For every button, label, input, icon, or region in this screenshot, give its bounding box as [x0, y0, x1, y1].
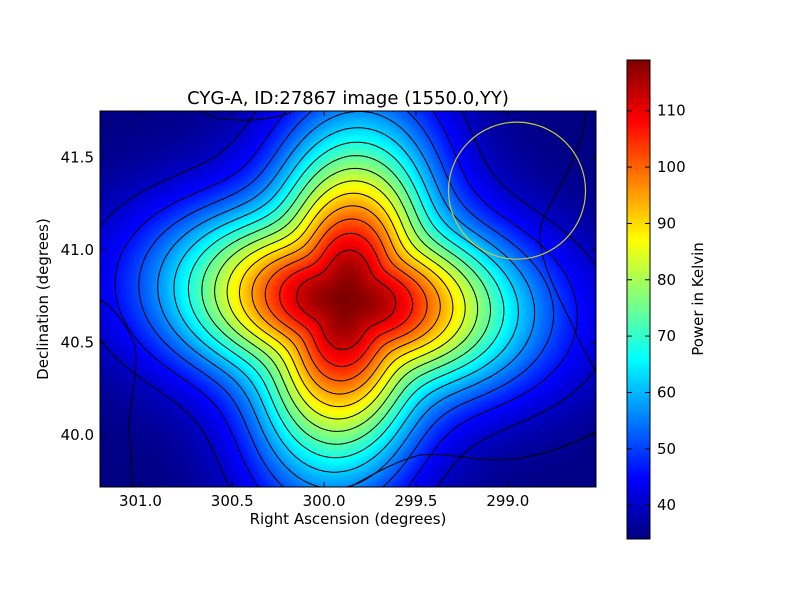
- colorbar-tick-label: 70: [657, 327, 676, 345]
- colorbar-frame: [626, 59, 651, 540]
- y-tick-label: 40.5: [61, 334, 94, 352]
- outer-contour-1: [99, 299, 137, 488]
- x-tick-label: 301.0: [119, 492, 162, 510]
- colorbar-tick-label: 80: [657, 271, 676, 289]
- contour-level-9: [239, 192, 454, 408]
- x-tick-label: 300.5: [211, 492, 254, 510]
- x-tick-label: 300.0: [303, 492, 346, 510]
- outer-contour-0: [199, 110, 293, 121]
- beam-circle: [447, 121, 587, 260]
- colorbar-tick-label: 50: [657, 440, 676, 458]
- contour-level-8: [226, 180, 466, 420]
- contour-level-12: [279, 232, 414, 367]
- x-tick-label: 299.0: [486, 492, 529, 510]
- contour-level-0: [99, 110, 597, 488]
- contour-level-5: [187, 141, 505, 459]
- heatmap-image: [100, 111, 596, 487]
- colorbar-ticks: 40 50 60 70 80 90 100 110: [627, 102, 686, 514]
- colorbar-gradient: [627, 60, 650, 539]
- heatmap-plot-area: [99, 110, 597, 488]
- colorbar-label: Power in Kelvin: [689, 242, 707, 356]
- y-tick-label: 41.5: [61, 148, 94, 166]
- colorbar-tick-label: 40: [657, 496, 676, 514]
- colorbar-tick-label: 100: [657, 158, 686, 176]
- colorbar-tick-label: 90: [657, 214, 676, 232]
- y-axis: 40.0 40.5 41.0 41.5: [61, 148, 596, 444]
- contour-level-13: [296, 249, 397, 350]
- contour-level-2: [138, 110, 555, 488]
- plot-frame: [99, 110, 597, 488]
- colorbar-tick-label: 110: [657, 102, 686, 120]
- y-axis-label: Declination (degrees): [34, 218, 52, 380]
- colorbar: 40 50 60 70 80 90 100 110 Power in Kelvin: [626, 59, 707, 540]
- x-axis: 301.0 300.5 300.0 299.5 299.0: [119, 111, 529, 510]
- outer-contour-2: [539, 110, 597, 373]
- outer-contour-3: [349, 431, 597, 488]
- x-axis-label: Right Ascension (degrees): [250, 510, 447, 528]
- contour-level-11: [264, 218, 428, 382]
- x-tick-label: 299.5: [394, 492, 437, 510]
- contour-level-6: [201, 155, 491, 445]
- contour-level-10: [251, 205, 441, 395]
- colorbar-tick-label: 60: [657, 383, 676, 401]
- y-tick-label: 40.0: [61, 426, 94, 444]
- chart-title: CYG-A, ID:27867 image (1550.0,YY): [187, 88, 509, 109]
- contour-lines: [99, 110, 597, 488]
- contour-level-3: [157, 110, 536, 488]
- contour-level-4: [173, 127, 519, 473]
- contour-level-7: [214, 167, 479, 432]
- y-tick-label: 41.0: [61, 241, 94, 259]
